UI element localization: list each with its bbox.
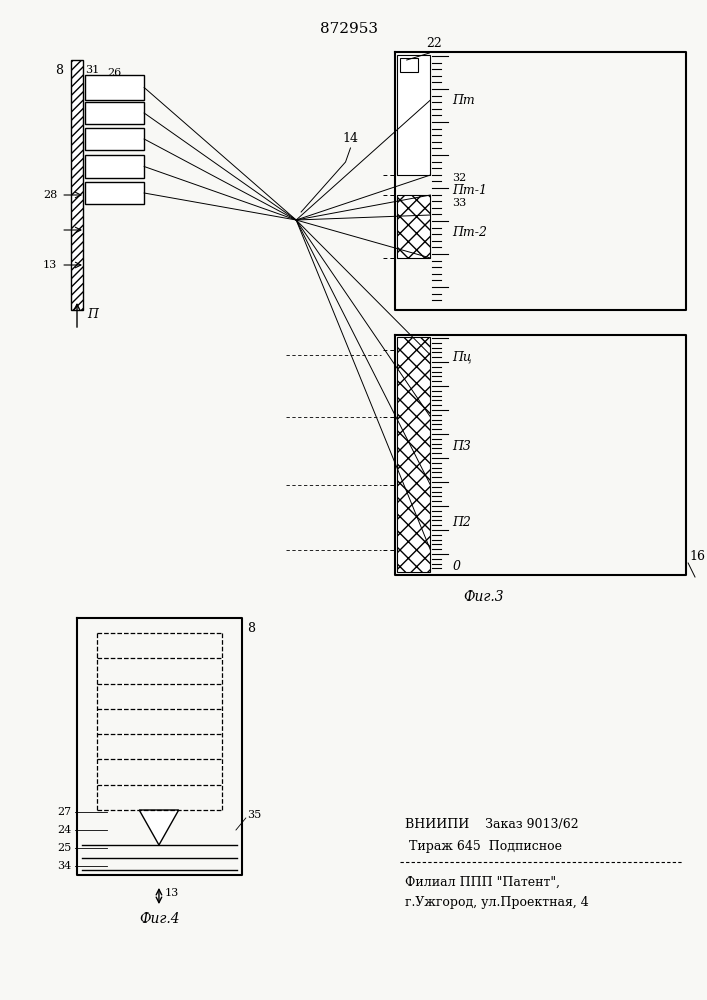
Text: П2: П2 <box>452 516 471 530</box>
Text: 8: 8 <box>55 64 63 77</box>
Text: 28: 28 <box>43 190 57 200</box>
Bar <box>397 195 431 258</box>
Text: ВНИИПИ    Заказ 9013/62: ВНИИПИ Заказ 9013/62 <box>405 818 578 831</box>
Text: 13: 13 <box>165 888 179 898</box>
Text: П: П <box>87 308 98 322</box>
Text: 24: 24 <box>57 825 71 835</box>
Text: Тираж 645  Подписное: Тираж 645 Подписное <box>405 840 562 853</box>
Bar <box>71 60 83 310</box>
Text: 35: 35 <box>247 810 261 820</box>
Text: 32: 32 <box>452 173 467 183</box>
Bar <box>85 182 144 204</box>
Text: 0: 0 <box>452 560 460 574</box>
Text: 16: 16 <box>689 550 705 564</box>
Text: П3: П3 <box>452 440 471 454</box>
Bar <box>397 55 431 175</box>
Bar <box>85 102 144 124</box>
Text: Пт: Пт <box>452 94 475 106</box>
Bar <box>85 75 144 100</box>
Polygon shape <box>139 810 179 845</box>
Bar <box>397 337 431 572</box>
Text: 13: 13 <box>43 260 57 270</box>
Text: Пц: Пц <box>452 351 472 363</box>
Text: Фиг.3: Фиг.3 <box>463 590 504 604</box>
Text: Филиал ППП "Патент",: Филиал ППП "Патент", <box>405 876 560 889</box>
Text: 22: 22 <box>426 37 443 50</box>
Text: Пт-2: Пт-2 <box>452 226 487 238</box>
Bar <box>85 155 144 178</box>
Text: 33: 33 <box>452 198 467 208</box>
Text: 25: 25 <box>57 843 71 853</box>
Bar <box>400 58 418 72</box>
Text: г.Ужгород, ул.Проектная, 4: г.Ужгород, ул.Проектная, 4 <box>405 896 588 909</box>
Text: 26: 26 <box>107 68 122 78</box>
Text: 31: 31 <box>85 65 99 75</box>
Text: 8: 8 <box>247 621 255 635</box>
Text: 872953: 872953 <box>320 22 378 36</box>
Text: Пт-1: Пт-1 <box>452 184 487 196</box>
Bar <box>85 128 144 150</box>
Text: Фиг.4: Фиг.4 <box>139 912 180 926</box>
Text: 34: 34 <box>57 861 71 871</box>
Text: 27: 27 <box>57 807 71 817</box>
Text: 14: 14 <box>342 132 358 145</box>
